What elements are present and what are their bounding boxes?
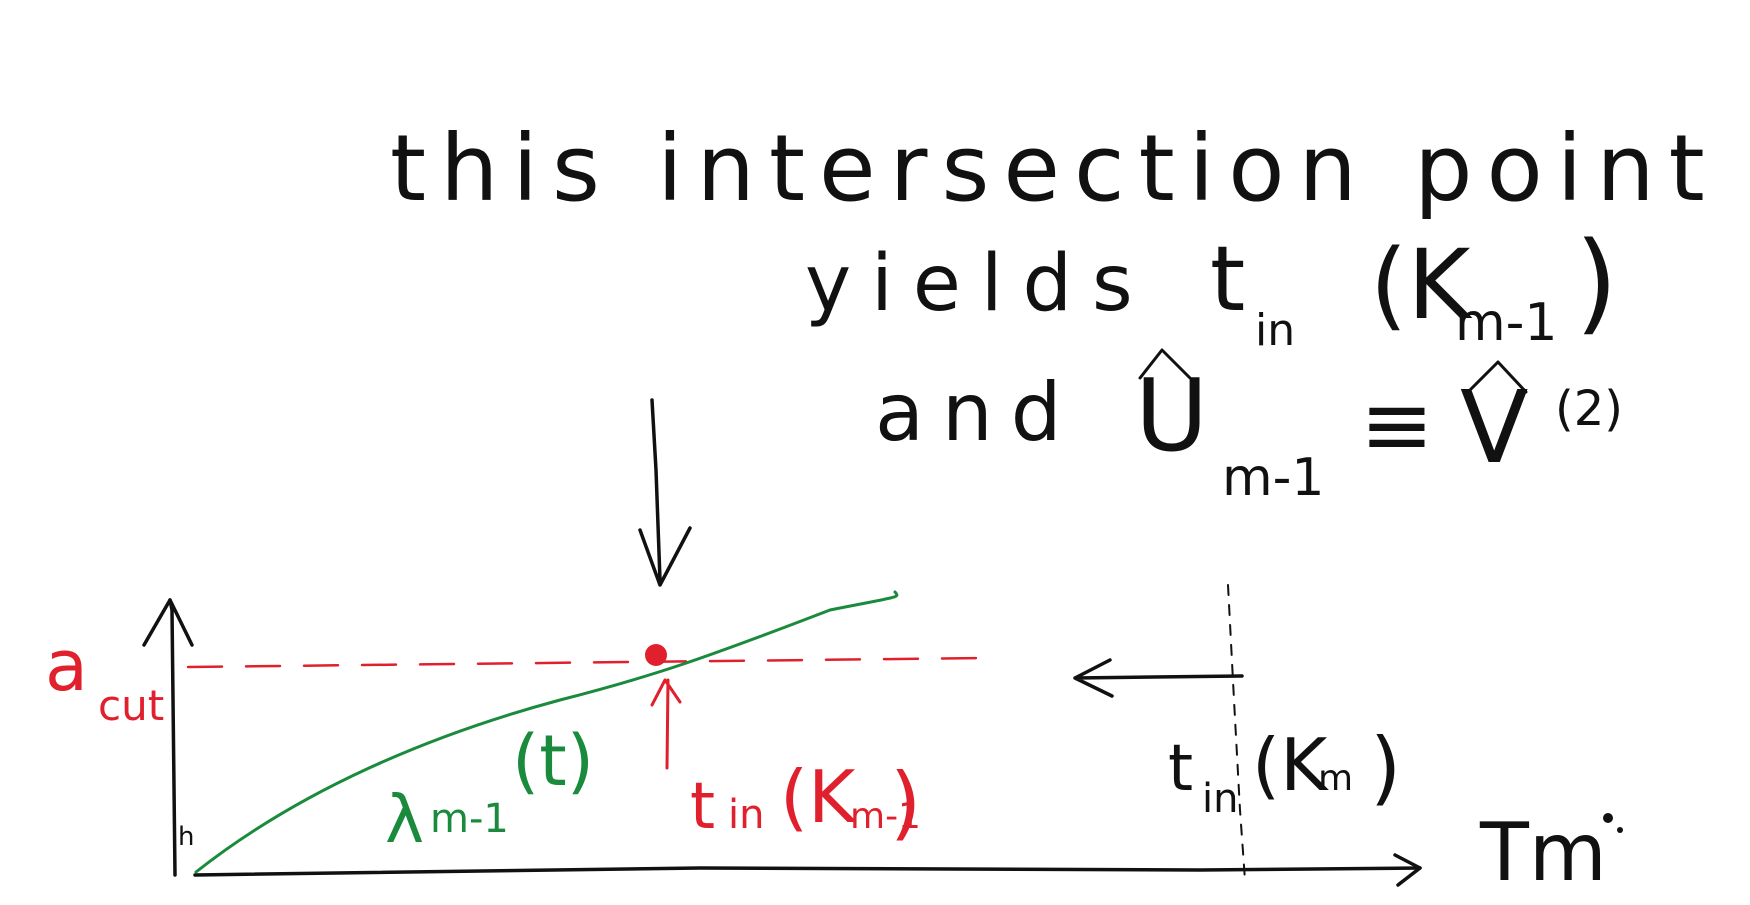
- threshold-subscript: cut: [98, 681, 164, 730]
- tm-dot-icon: [1603, 813, 1613, 823]
- y-axis: [168, 598, 177, 877]
- down-arrow-icon: [638, 398, 692, 587]
- y-axis-arrowhead-icon: [142, 598, 194, 647]
- annotation-line2: yields t in (K m-1 ): [805, 218, 1618, 356]
- curve-subscript: m-1: [430, 796, 509, 842]
- left-arrow-icon: [1073, 658, 1244, 698]
- v-superscript: (2): [1555, 381, 1623, 437]
- v-hat-icon: [1468, 360, 1528, 394]
- t-subscript: in: [1255, 305, 1295, 356]
- threshold-label: a: [45, 625, 88, 707]
- curve-argument: (t): [512, 720, 594, 802]
- intersection-close: ): [890, 756, 921, 849]
- annotation-line3: and U m-1 ≡ V (2): [875, 348, 1623, 508]
- pointer-arrow: [638, 398, 692, 587]
- u-hat-icon: [1138, 348, 1192, 380]
- k-subscript: m-1: [1455, 293, 1558, 353]
- next-event-close: ): [1370, 721, 1401, 814]
- threshold: a cut: [45, 625, 987, 730]
- yields-word: yields: [805, 239, 1153, 329]
- k-close: ): [1575, 218, 1618, 346]
- v-symbol: V: [1460, 369, 1528, 486]
- k-arg: (K: [1370, 229, 1472, 341]
- u-symbol: U: [1135, 357, 1208, 474]
- t-symbol: t: [1210, 227, 1245, 332]
- next-event-argument: (K: [1252, 723, 1329, 807]
- annotation-line1: this intersection point: [390, 115, 1719, 222]
- next-event-argument-subscript: m: [1318, 758, 1353, 799]
- origin-tick: h: [178, 822, 194, 852]
- threshold-line: [186, 656, 987, 669]
- u-subscript: m-1: [1222, 448, 1325, 508]
- intersection-subscript: in: [728, 792, 764, 838]
- intersection-argument-subscript: m-1: [850, 796, 921, 837]
- intersection-point: [645, 644, 667, 666]
- and-word: and: [875, 366, 1080, 459]
- next-event-label: t: [1168, 732, 1193, 806]
- curve-label: λ: [385, 781, 424, 858]
- intersection-up-arrow-icon: [650, 678, 682, 770]
- next-event-subscript: in: [1202, 776, 1238, 822]
- x-axis-label: Tm: [1479, 806, 1607, 899]
- equiv-sign: ≡: [1360, 373, 1434, 476]
- annotation: this intersection point yields t in (K m…: [390, 115, 1719, 508]
- axes: h Tm: [142, 598, 1623, 899]
- lambda-curve: [194, 590, 899, 874]
- curve: λ m-1 (t): [194, 590, 899, 874]
- next-event-dashed-line: [1227, 584, 1246, 881]
- x-axis-arrowhead-icon: [1393, 853, 1422, 887]
- tm-dot2-icon: [1617, 827, 1623, 833]
- intersection-label: t: [690, 770, 715, 844]
- x-axis: [193, 866, 1422, 877]
- intersection: t in (K m-1 ): [645, 644, 921, 849]
- intersection-argument: (K: [780, 755, 857, 839]
- next-event: t in (K m ): [1073, 584, 1401, 881]
